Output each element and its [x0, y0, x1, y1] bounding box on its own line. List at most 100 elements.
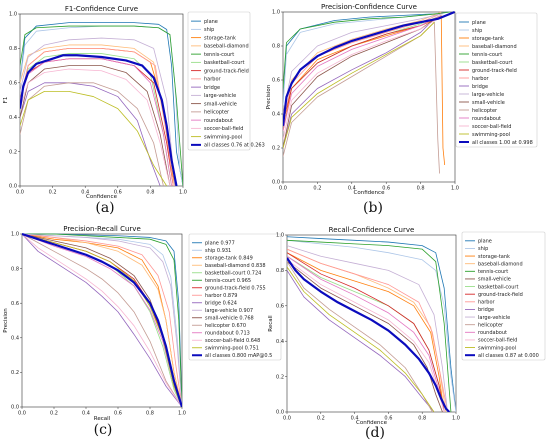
y-tick-label: 0.0 — [276, 410, 284, 416]
series-line-harbor — [287, 248, 448, 412]
series-line-tennis-court — [287, 239, 452, 412]
legend-entry: baseball-diamond — [204, 44, 249, 50]
series-line-all — [20, 54, 178, 186]
chart-title: F1-Confidence Curve — [65, 5, 138, 13]
x-tick-label: 0.4 — [82, 411, 90, 417]
legend-entry: all classes 0.76 at 0.263 — [204, 143, 265, 149]
legend-entry: tennis-court — [204, 52, 234, 58]
legend-entry: storage-tank 0.849 — [205, 256, 253, 262]
plot-frame — [286, 234, 457, 413]
series-line-small-vehicle — [20, 65, 171, 186]
series-line-helicopter — [22, 233, 182, 407]
legend-entry: helicopter — [204, 110, 230, 116]
legend-entry: ship 0.931 — [205, 248, 231, 254]
series-line-tennis-court — [20, 25, 183, 186]
series-line-roundabout — [287, 255, 445, 412]
legend-entry: storage-tank — [478, 254, 510, 260]
legend-box — [187, 11, 251, 151]
legend-entry: ground-track-field — [472, 68, 517, 74]
legend-entry: roundabout — [472, 116, 501, 122]
x-tick-label: 0.4 — [81, 190, 89, 196]
y-axis-label: Recall — [268, 315, 274, 332]
legend-entry: small-vehicle — [204, 101, 237, 107]
series-line-large-vehicle — [20, 37, 176, 186]
legend-entry: soccer-ball-field 0.648 — [205, 338, 260, 344]
y-tick-label: 0.4 — [272, 112, 280, 118]
legend-entry: swimming-pool — [472, 132, 510, 138]
legend-entry: roundabout — [204, 118, 233, 124]
legend-entry: swimming-pool — [478, 345, 516, 351]
plot-frame — [19, 13, 184, 187]
y-tick-label: 0.2 — [11, 370, 19, 376]
series-line-roundabout — [283, 15, 442, 132]
x-tick-label: 0.0 — [16, 190, 24, 196]
series-line-roundabout — [20, 58, 172, 186]
x-tick-label: 0.6 — [384, 416, 392, 422]
chart-title: Precision-Recall Curve — [63, 225, 141, 233]
y-tick-label: 0.6 — [11, 301, 19, 307]
series-line-large-vehicle — [22, 233, 182, 407]
legend-entry: basketball-court — [472, 60, 512, 66]
y-tick-label: 0.8 — [272, 44, 280, 50]
y-tick-label: 0.0 — [11, 405, 19, 411]
legend-entry: basketball-court — [204, 60, 244, 66]
series-line-plane — [287, 236, 456, 412]
chart-panel-4: Recall-Confidence Curve 0.0 0.2 0.4 0.6 0.8 1.… — [268, 226, 546, 441]
legend-box — [188, 233, 282, 361]
y-tick-label: 0.6 — [276, 304, 284, 310]
series-line-swimming-pool — [20, 91, 168, 186]
x-axis-label: Confidence — [86, 194, 118, 200]
legend-entry: soccer-ball-field — [478, 338, 517, 344]
legend-entry: swimming-pool 0.751 — [205, 346, 259, 352]
series-line-swimming-pool — [287, 266, 435, 412]
legend-entry: roundabout — [478, 330, 507, 336]
y-tick-label: 0.2 — [276, 374, 284, 380]
legend-entry: helicopter 0.670 — [205, 323, 246, 329]
y-tick-label: 0.2 — [9, 149, 17, 155]
legend-entry: plane 0.977 — [205, 241, 235, 247]
y-tick-label: 0.0 — [272, 180, 280, 186]
legend-entry: soccer-ball-field — [204, 126, 243, 132]
legend-entry: baseball-diamond — [472, 44, 517, 50]
x-tick-label: 0.6 — [114, 411, 122, 417]
legend-entry: plane — [204, 19, 218, 25]
x-tick-label: 0.0 — [279, 186, 287, 192]
series-line-ship — [287, 239, 456, 412]
y-tick-label: 0.0 — [9, 184, 17, 190]
legend-entry: all classes 1.00 at 0.998 — [472, 140, 533, 146]
x-tick-label: 0.6 — [382, 186, 390, 192]
legend-entry: ship — [204, 27, 214, 33]
series-line-ground-track-field — [287, 252, 445, 412]
series-line-helicopter — [287, 261, 433, 412]
panel-caption: (b) — [363, 200, 383, 216]
legend-entry: tennis-court — [472, 52, 502, 58]
legend-box — [461, 231, 546, 361]
series-line-swimming-pool — [283, 21, 435, 149]
chart-title: Recall-Confidence Curve — [329, 226, 415, 234]
y-tick-label: 1.0 — [11, 232, 19, 238]
y-tick-label: 0.4 — [11, 336, 19, 342]
x-axis-label: Confidence — [354, 190, 386, 196]
y-axis-label: Precision — [3, 308, 9, 333]
panel-caption: (d) — [365, 425, 385, 441]
legend-entry: helicopter — [478, 322, 504, 328]
series-line-all — [287, 257, 451, 412]
x-tick-label: 0.2 — [50, 411, 58, 417]
series-line-all — [283, 11, 455, 127]
series-line-swimming-pool — [22, 233, 182, 407]
series-line-bridge — [22, 233, 182, 407]
x-tick-label: 0.8 — [146, 190, 154, 196]
series-line-storage-tank — [287, 252, 445, 412]
x-tick-label: 0.2 — [313, 186, 321, 192]
legend-entry: large-vehicle — [478, 315, 510, 321]
x-tick-label: 0.6 — [114, 190, 122, 196]
x-tick-label: 0.0 — [18, 411, 26, 417]
legend-entry: bridge — [478, 307, 494, 313]
legend-entry: ground-track-field — [204, 68, 249, 74]
y-tick-label: 0.8 — [11, 266, 19, 272]
x-tick-label: 0.8 — [417, 186, 425, 192]
x-tick-label: 0.2 — [49, 190, 57, 196]
legend-entry: baseball-diamond 0.838 — [205, 263, 266, 269]
chart-title: Precision-Confidence Curve — [321, 3, 417, 11]
